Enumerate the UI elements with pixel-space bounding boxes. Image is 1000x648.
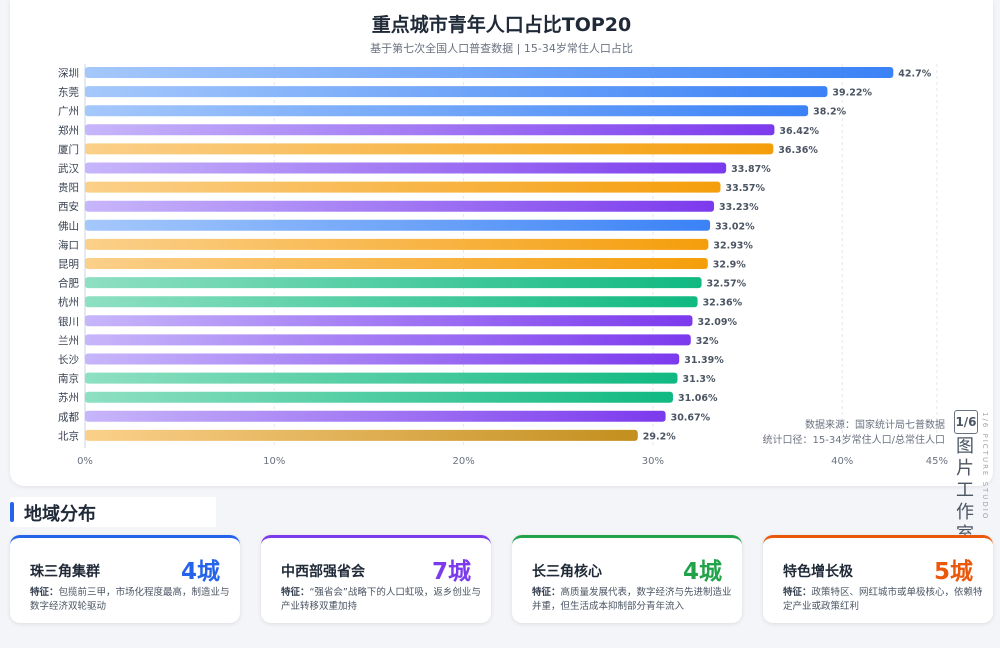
region-name: 特色增长极 — [783, 564, 853, 580]
category-label: 兰州 — [58, 334, 79, 347]
category-label: 昆明 — [58, 259, 79, 271]
watermark-vertical-text: 1/6 PICTURE STUDIO — [981, 412, 989, 521]
bar — [85, 353, 680, 365]
category-label: 广州 — [58, 106, 79, 118]
bar — [85, 219, 711, 231]
region-count: 4城 — [180, 559, 220, 585]
category-label: 深圳 — [58, 68, 79, 80]
category-label: 东莞 — [58, 86, 79, 99]
value-label: 29.2% — [643, 431, 676, 442]
category-label: 杭州 — [58, 296, 79, 309]
category-label: 贵阳 — [58, 181, 79, 194]
region-count: 7城 — [431, 559, 471, 585]
bar — [85, 200, 715, 212]
category-label: 合肥 — [58, 277, 79, 290]
bar — [85, 258, 708, 269]
value-label: 31.39% — [684, 355, 724, 366]
bar — [85, 296, 698, 308]
value-label: 32% — [696, 336, 719, 347]
category-label: 苏州 — [58, 391, 79, 404]
x-tick-label: 45% — [926, 456, 948, 467]
value-label: 32.36% — [703, 298, 743, 309]
region-description: 特征：“强省会”战略下的人口虹吸，返乡创业与产业转移双重加持 — [281, 587, 481, 612]
bar — [85, 277, 702, 289]
category-label: 郑州 — [58, 124, 79, 137]
value-label: 33.23% — [719, 202, 759, 213]
x-tick-label: 30% — [642, 456, 664, 467]
value-label: 36.36% — [778, 145, 818, 156]
value-label: 32.09% — [697, 317, 737, 328]
region-name: 珠三角集群 — [30, 564, 100, 580]
value-label: 31.3% — [683, 374, 716, 385]
watermark-text: 图片工作室 — [956, 436, 974, 545]
section-title: 地域分布 — [24, 504, 96, 525]
bar — [85, 334, 691, 346]
value-label: 32.93% — [713, 240, 753, 251]
category-label: 佛山 — [58, 219, 79, 232]
source-note-line1: 数据来源：国家统计局七普数据 — [805, 420, 945, 431]
x-tick-label: 0% — [77, 456, 93, 467]
bar — [85, 238, 709, 250]
region-description: 特征：政策特区、网红城市或单极核心，依赖特定产业或政策红利 — [783, 587, 983, 612]
value-label: 30.67% — [671, 412, 711, 423]
region-card-central-west: 中西部强省会 7城 特征：“强省会”战略下的人口虹吸，返乡创业与产业转移双重加持 — [261, 535, 491, 623]
bar — [85, 391, 673, 403]
region-card-yangtze-delta: 长三角核心 4城 特征：高质量发展代表，数字经济与先进制造业并重，但生活成本抑制… — [512, 535, 742, 623]
x-tick-label: 10% — [263, 456, 285, 467]
bar — [85, 86, 828, 98]
bar — [85, 315, 693, 327]
region-description: 特征：高质量发展代表，数字经济与先进制造业并重，但生活成本抑制部分青年流入 — [532, 587, 732, 612]
category-label: 西安 — [58, 200, 79, 213]
value-label: 42.7% — [898, 69, 931, 80]
category-label: 武汉 — [58, 162, 79, 175]
category-label: 厦门 — [58, 143, 79, 156]
value-label: 32.9% — [713, 260, 746, 271]
value-label: 38.2% — [813, 107, 846, 118]
region-name: 长三角核心 — [532, 564, 602, 580]
region-card-pearl-river: 珠三角集群 4城 特征：包揽前三甲，市场化程度最高，制造业与数字经济双轮驱动 — [10, 535, 240, 623]
category-label: 银川 — [58, 315, 79, 328]
value-label: 36.42% — [779, 126, 819, 137]
value-label: 31.06% — [678, 393, 718, 404]
category-label: 北京 — [58, 429, 79, 442]
category-label: 成都 — [58, 411, 79, 423]
region-description: 特征：包揽前三甲，市场化程度最高，制造业与数字经济双轮驱动 — [30, 587, 230, 612]
category-label: 南京 — [58, 372, 79, 385]
bar — [85, 67, 894, 78]
bar — [85, 410, 666, 422]
region-count: 4城 — [682, 559, 722, 585]
value-label: 39.22% — [832, 88, 872, 99]
watermark: 1/6 图片工作室 1/6 PICTURE STUDIO — [952, 408, 992, 545]
bar — [85, 372, 678, 384]
source-note-line2: 统计口径：15-34岁常住人口/总常住人口 — [762, 435, 945, 446]
value-label: 32.57% — [707, 279, 747, 290]
watermark-logo-icon: 1/6 — [954, 410, 978, 434]
chart-subtitle: 基于第七次全国人口普查数据 | 15-34岁常住人口占比 — [370, 42, 633, 55]
region-name: 中西部强省会 — [281, 564, 365, 580]
bar — [85, 181, 721, 193]
bar — [85, 143, 774, 155]
x-tick-label: 40% — [831, 456, 853, 467]
bar — [85, 105, 809, 117]
category-label: 长沙 — [58, 354, 79, 366]
bar — [85, 429, 638, 441]
section-header: 地域分布 — [10, 497, 216, 527]
bar-chart: 0% 10% 20% 30% 40% 45% 深圳 42.7% 东莞 39.22% 广州 38.2% 郑… — [58, 64, 948, 467]
bar — [85, 124, 775, 136]
section-accent-bar — [10, 502, 14, 522]
region-card-special-growth: 特色增长极 5城 特征：政策特区、网红城市或单极核心，依赖特定产业或政策红利 — [763, 535, 993, 623]
region-count: 5城 — [933, 559, 973, 585]
x-tick-label: 20% — [452, 456, 474, 467]
value-label: 33.57% — [725, 183, 765, 194]
bar — [85, 162, 727, 174]
chart-card: 重点城市青年人口占比TOP20 基于第七次全国人口普查数据 | 15-34岁常住… — [10, 0, 993, 486]
value-label: 33.02% — [715, 221, 755, 232]
value-label: 33.87% — [731, 164, 771, 175]
chart-title: 重点城市青年人口占比TOP20 — [371, 14, 632, 36]
source-note: 数据来源：国家统计局七普数据 统计口径：15-34岁常住人口/总常住人口 — [763, 418, 945, 448]
category-label: 海口 — [58, 238, 79, 251]
